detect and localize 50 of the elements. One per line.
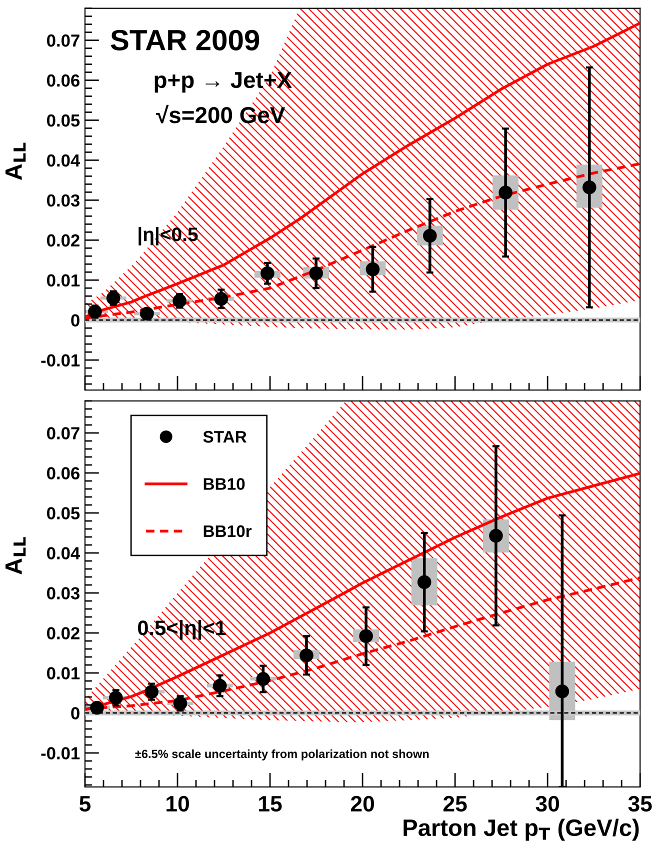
annotation: STAR 2009	[110, 30, 260, 50]
y-tick-label: 0.07	[47, 427, 80, 440]
point	[144, 684, 159, 699]
y-tick-label: 0.01	[47, 667, 80, 680]
point	[172, 294, 186, 308]
point	[366, 262, 380, 276]
y-tick-label: 0.01	[47, 274, 80, 287]
y-tick-label: 0.06	[47, 74, 80, 87]
y-tick-label: 0.02	[47, 234, 80, 247]
point	[260, 266, 274, 280]
y-axis-title: A$_{LL}$	[6, 142, 26, 180]
x-tick-label: 35	[628, 796, 652, 812]
x-tick-label: 5	[79, 796, 91, 812]
point	[300, 648, 314, 662]
point	[555, 684, 570, 698]
point	[309, 266, 324, 280]
y-tick-label: 0	[71, 314, 80, 327]
y-tick-label: 0.06	[47, 467, 80, 480]
x-tick-label: 10	[166, 796, 189, 812]
x-tick-label: 20	[350, 796, 374, 812]
point	[214, 292, 228, 306]
legend-label: BB10	[204, 478, 245, 490]
point	[256, 672, 270, 686]
point	[359, 629, 373, 644]
x-tick-label: 30	[536, 796, 560, 812]
y-tick-label: -0.01	[41, 354, 80, 367]
y-tick-label: 0.05	[47, 507, 80, 520]
y-tick-label: 0.05	[47, 114, 80, 127]
y-tick-label: 0.07	[47, 34, 80, 47]
y-tick-label: 0.02	[47, 627, 80, 640]
y-axis-title: A$_{LL}$	[6, 537, 26, 574]
point	[88, 304, 102, 319]
legend-label: BB10r	[204, 525, 252, 538]
point	[106, 291, 120, 305]
x-tick-label: 15	[259, 796, 282, 812]
y-tick-label: 0.04	[47, 547, 80, 560]
y-tick-label: 0.03	[47, 587, 80, 600]
annotation: ±6.5% scale uncertainty from polarization not shown	[135, 749, 429, 760]
y-tick-label: 0.03	[47, 194, 80, 207]
y-tick-label: 0.04	[47, 154, 80, 167]
point	[90, 700, 104, 715]
point	[212, 678, 227, 693]
point	[108, 690, 123, 705]
x-axis-title: Parton Jet p$_{T}$ (GeV/c)	[404, 818, 639, 841]
x-tick-label: 25	[443, 796, 467, 812]
point	[140, 306, 154, 321]
y-tick-label: -0.01	[41, 747, 80, 760]
y-tick-label: 0	[71, 707, 80, 720]
legend-label: STAR	[203, 430, 247, 443]
point	[173, 696, 188, 710]
